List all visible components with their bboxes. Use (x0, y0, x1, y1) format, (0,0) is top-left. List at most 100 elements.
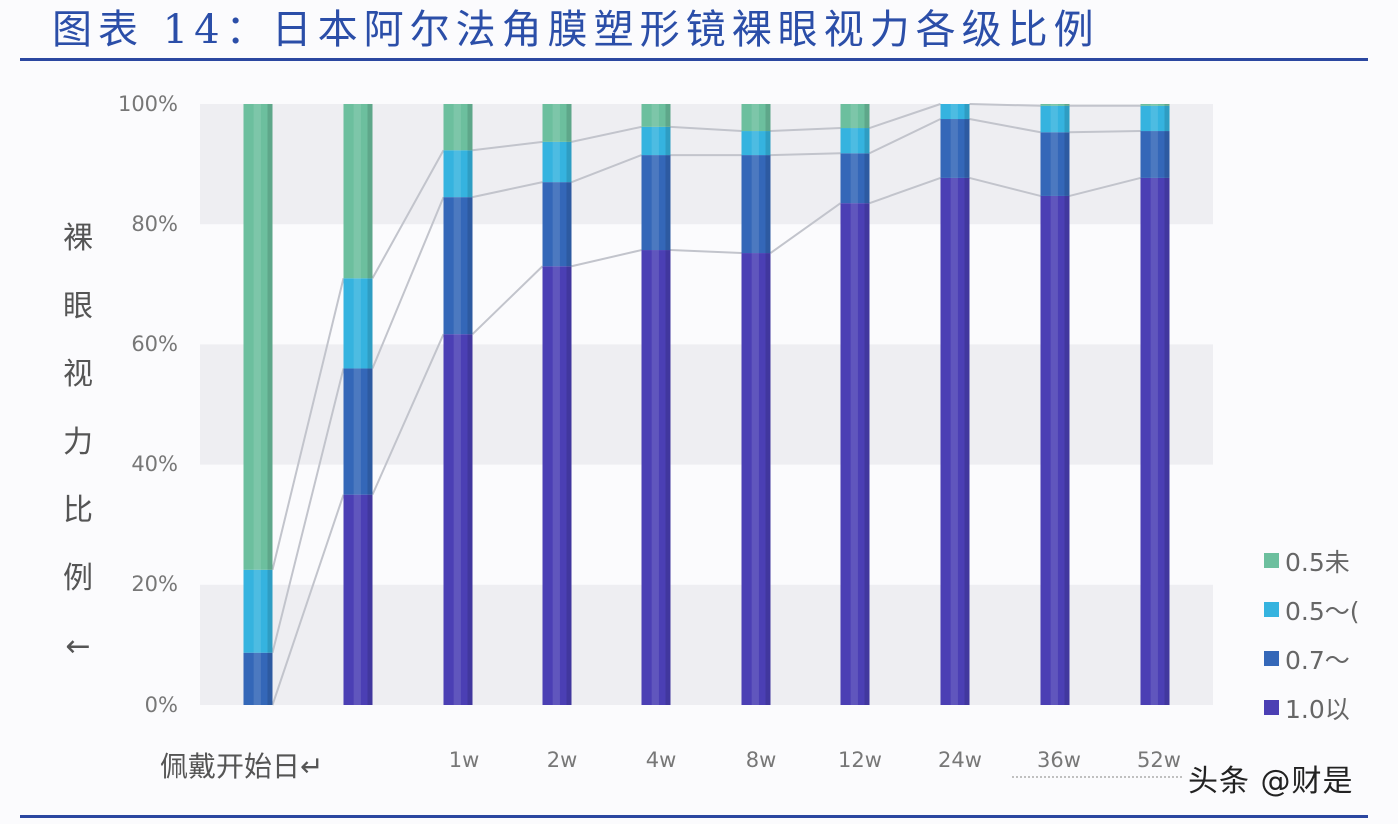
bar-shadow (1064, 195, 1070, 705)
bar-highlight (651, 155, 659, 251)
y-axis-label-char: 比 (63, 493, 93, 528)
x-tick-52w: 52w (1137, 748, 1181, 772)
bar-segment (1140, 177, 1170, 706)
bar-segment (741, 253, 771, 705)
bar-highlight (453, 104, 461, 151)
x-tick-1w: 1w (448, 748, 480, 772)
y-axis-label-char: 眼 (63, 289, 93, 324)
bar-segment (1040, 195, 1070, 705)
series-connector-line (271, 118, 1141, 653)
legend-item-0-7-to-1-0: 0.7～ (1264, 634, 1360, 683)
footer-divider (20, 815, 1368, 818)
bar-highlight (552, 104, 560, 142)
legend-label: 0.5～( (1285, 596, 1360, 626)
bar-segment (741, 131, 771, 156)
bar-highlight (1150, 104, 1158, 106)
bar-shadow (267, 569, 273, 653)
bar-highlight (353, 278, 361, 369)
bar-shadow (367, 368, 373, 495)
bar-shadow (665, 126, 671, 156)
bar-segment (343, 104, 373, 279)
y-tick-0: 0% (144, 693, 178, 717)
bar-highlight (950, 177, 958, 706)
bar-shadow (367, 104, 373, 279)
bar-shadow (1064, 104, 1070, 106)
x-tick-start-day: 佩戴开始日↵ (160, 750, 324, 783)
bar-segment (343, 368, 373, 495)
bar-shadow (1164, 131, 1170, 178)
bar-highlight (850, 128, 858, 154)
bar-shadow (665, 250, 671, 705)
bar-shadow (964, 104, 970, 120)
bar-highlight (850, 203, 858, 706)
bar-shadow (467, 334, 473, 705)
bar-highlight (453, 334, 461, 705)
bar-segment (840, 128, 870, 154)
y-tick-80: 80% (131, 212, 178, 236)
bar-highlight (1050, 132, 1058, 196)
bar-shadow (467, 197, 473, 335)
bar-shadow (566, 141, 572, 183)
bar-segment (641, 126, 671, 156)
bar-segment (840, 153, 870, 204)
bar-shadow (267, 104, 273, 570)
y-tick-40: 40% (131, 452, 178, 476)
bar-shadow (467, 104, 473, 151)
bar-segment (443, 150, 473, 198)
bar-highlight (453, 150, 461, 198)
bar-segment (343, 278, 373, 369)
y-axis-label: 裸 眼 视 力 比 例← (60, 205, 96, 681)
y-axis-label-char: 力 (63, 425, 93, 460)
bar-highlight (453, 197, 461, 335)
bar-shadow (367, 278, 373, 369)
bar-segment (542, 104, 572, 142)
x-tick-2w: 2w (546, 748, 578, 772)
bar-highlight (1150, 105, 1158, 132)
bar-shadow (566, 104, 572, 142)
legend-swatch (1264, 602, 1279, 617)
watermark: 头条 @财是 (1188, 764, 1354, 799)
bar-shadow (765, 155, 771, 254)
chart-title: 图表 14：日本阿尔法角膜塑形镜裸眼视力各级比例 (52, 7, 1100, 53)
bar-highlight (651, 250, 659, 705)
bar-shadow (765, 131, 771, 156)
chart-legend: 0.5未 0.5～( 0.7～ 1.0以 (1264, 536, 1360, 732)
bar-highlight (253, 104, 261, 570)
bar-segment (741, 155, 771, 254)
bar-highlight (1150, 131, 1158, 178)
bar-segment (940, 177, 970, 706)
bar-highlight (253, 652, 261, 705)
legend-swatch (1264, 700, 1279, 715)
bar-segment (641, 155, 671, 251)
x-tick-24w: 24w (938, 748, 982, 772)
bar-highlight (850, 104, 858, 129)
bar-segment (443, 334, 473, 705)
legend-label: 0.5未 (1285, 547, 1350, 577)
legend-item-below-0-5: 0.5未 (1264, 536, 1360, 585)
bar-segment (1040, 132, 1070, 196)
bar-segment (542, 266, 572, 705)
bar-shadow (566, 182, 572, 267)
title-divider (20, 58, 1368, 61)
x-tick-4w: 4w (645, 748, 677, 772)
bar-shadow (467, 150, 473, 198)
bar-highlight (552, 266, 560, 705)
bar-highlight (651, 104, 659, 127)
bar-highlight (651, 126, 659, 156)
legend-label: 0.7～ (1285, 645, 1350, 675)
bar-segment (940, 104, 970, 120)
bar-segment (443, 197, 473, 335)
y-axis-label-char: 裸 (63, 221, 93, 256)
watermark-residue (1012, 776, 1182, 780)
bar-shadow (1164, 104, 1170, 106)
bar-segment (443, 104, 473, 151)
legend-item-1-0-above: 1.0以 (1264, 683, 1360, 732)
bar-shadow (566, 266, 572, 705)
series-connector-line (271, 103, 1141, 571)
bar-segment (940, 119, 970, 178)
bar-shadow (864, 104, 870, 129)
y-axis-label-char: 例← (63, 561, 93, 664)
bar-shadow (864, 153, 870, 204)
bar-segment (343, 494, 373, 705)
bar-segment (542, 182, 572, 267)
